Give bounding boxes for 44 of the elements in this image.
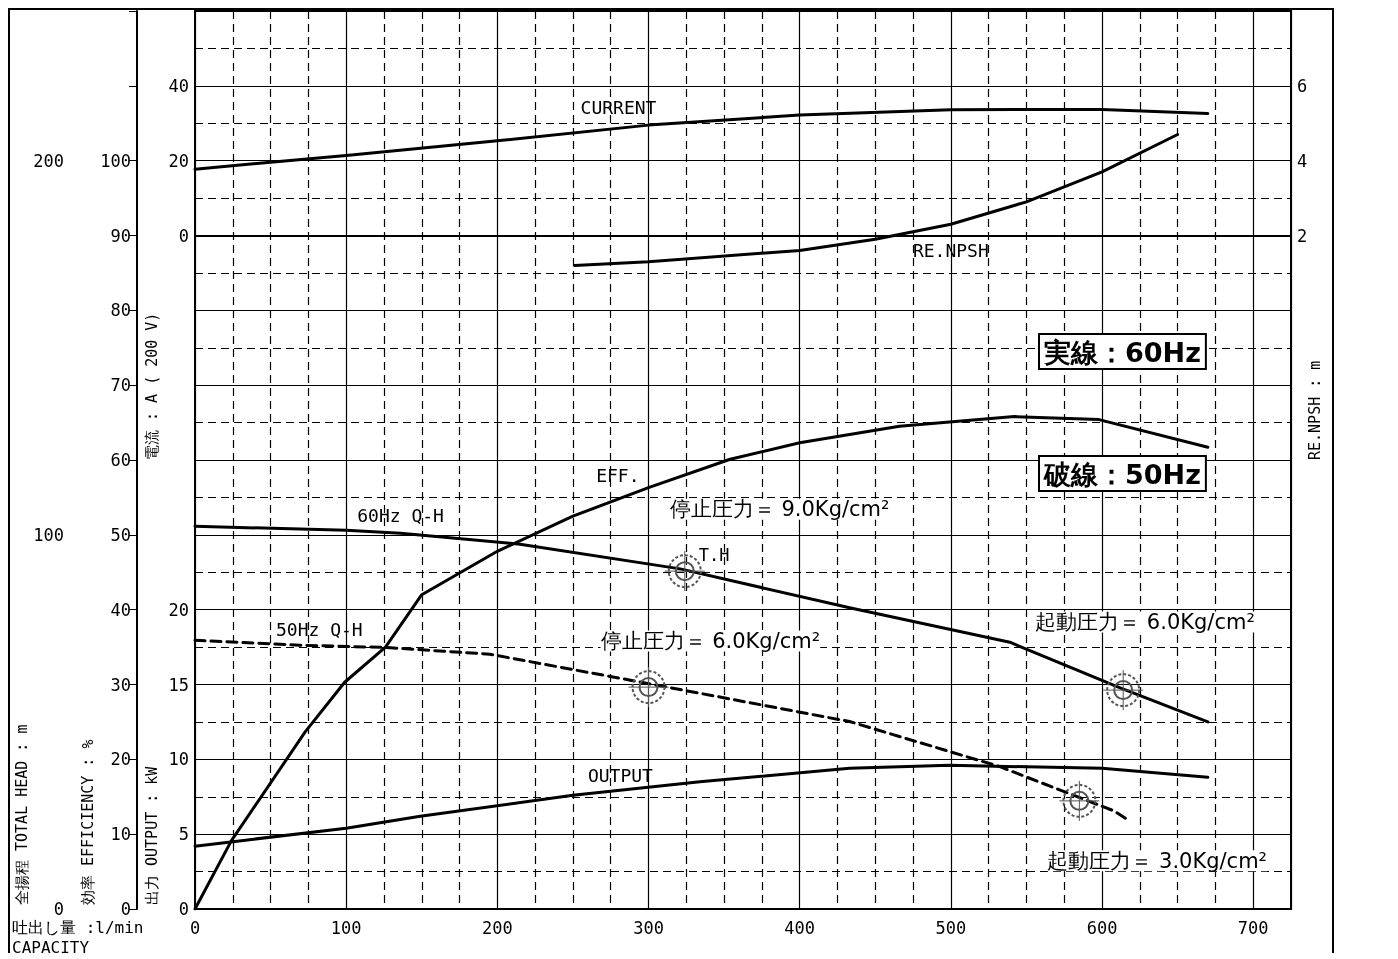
y2-axis-title: 効率 EFFICIENCY : % <box>79 739 97 905</box>
x-tick-label: 500 <box>935 917 967 938</box>
series-label: 60Hz Q-H <box>357 504 444 526</box>
y2-tick-label: 40 <box>110 599 131 620</box>
y2-tick-label: 2 <box>1297 225 1308 246</box>
y-axis-title: 全揚程 TOTAL HEAD : m <box>13 724 31 905</box>
annotation: 起動圧力＝ 6.0Kg/cm² <box>1035 610 1255 635</box>
y2-tick-label: 30 <box>110 674 131 695</box>
annotation: 停止圧力＝ 6.0Kg/cm² <box>600 629 821 654</box>
x-tick-label: 600 <box>1086 917 1118 938</box>
y3-axis-title: 出力 OUTPUT : kW <box>143 765 161 905</box>
y2-tick-label: 50 <box>110 524 131 545</box>
y2-tick-label: 70 <box>110 375 131 396</box>
y2-tick-label: 60 <box>110 450 131 470</box>
x-axis-title: 吐出し量 :l/min CAPACITY <box>12 917 144 957</box>
y-tick-label: 200 <box>33 150 64 171</box>
annotation: 起動圧力＝ 3.0Kg/cm² <box>1047 848 1268 873</box>
annotation: 破線：50Hz <box>1043 459 1201 490</box>
annotation: T.H <box>698 545 730 566</box>
y2-tick-label: 6 <box>1297 75 1308 96</box>
annotation: 実線：60Hz <box>1043 337 1201 368</box>
y3-tick-label: 10 <box>168 749 189 770</box>
y2-tick-label: 0 <box>120 899 131 919</box>
y-tick-label: 20 <box>168 150 189 171</box>
y2-tick-label: 4 <box>1297 150 1308 171</box>
y2-tick-label: 100 <box>100 150 131 171</box>
y-axis-title: 電流 : A ( 200 V) <box>143 312 161 460</box>
y2-tick-label: 20 <box>110 749 131 770</box>
y3-tick-label: 15 <box>168 674 189 695</box>
y2-tick-label: 90 <box>110 225 131 246</box>
x-tick-label: 100 <box>330 917 362 938</box>
y2-tick-label: 80 <box>110 300 131 321</box>
y-tick-label: 0 <box>178 225 189 246</box>
x-tick-label: 300 <box>633 917 664 938</box>
y-tick-label: 40 <box>168 75 189 96</box>
y-tick-label: 0 <box>53 899 64 919</box>
x-tick-label: 700 <box>1237 917 1269 938</box>
y-tick-label: 100 <box>33 524 64 545</box>
annotation: 停止圧力＝ 9.0Kg/cm² <box>669 497 890 522</box>
x-tick-label: 400 <box>784 917 816 938</box>
y3-tick-label: 5 <box>178 824 189 845</box>
y2-tick-label: 10 <box>110 824 131 845</box>
x-tick-label: 200 <box>481 917 513 938</box>
y2-axis-title: RE.NPSH : m <box>1306 360 1324 460</box>
